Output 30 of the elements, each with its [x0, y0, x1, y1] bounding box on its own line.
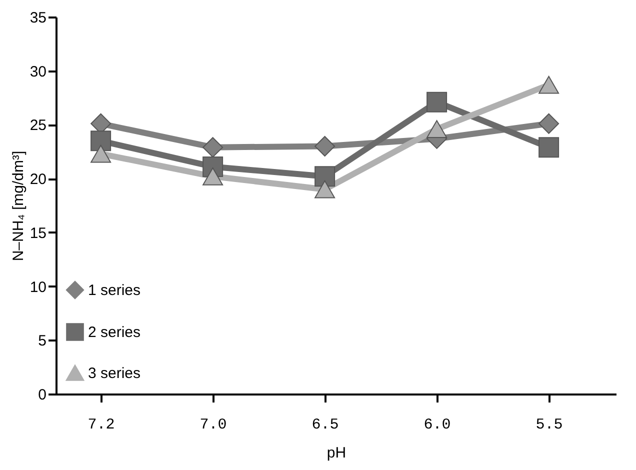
- point: [314, 166, 336, 187]
- y-tick-label: 25: [30, 117, 46, 134]
- x-tick-label: 5.5: [536, 416, 563, 434]
- x-axis-title: pH: [326, 444, 346, 462]
- legend-label: 2 series: [88, 324, 141, 341]
- y-tick-label: 10: [30, 278, 46, 296]
- y-tick-label: 5: [38, 332, 46, 350]
- y-tick-label: 35: [30, 10, 46, 26]
- point: [90, 130, 112, 152]
- point: [90, 144, 112, 163]
- point: [314, 136, 336, 157]
- x-tick-label: 6.5: [312, 416, 339, 434]
- y-tick-label: 0: [38, 386, 46, 404]
- x-tick-label: 6.0: [424, 416, 451, 434]
- y-tick-label: 15: [30, 224, 46, 242]
- legend-label: 1 series: [88, 282, 141, 299]
- point: [538, 113, 560, 134]
- y-tick-label: 30: [30, 63, 46, 80]
- point: [202, 167, 224, 186]
- point: [426, 92, 448, 112]
- x-tick-label: 7.0: [200, 416, 227, 434]
- point: [538, 76, 560, 94]
- point: [314, 180, 336, 198]
- point: [426, 120, 448, 138]
- point: [538, 137, 560, 158]
- y-tick-label: 20: [30, 171, 46, 188]
- y-axis-title: N–NH₄ [mg/dm³]: [10, 150, 27, 262]
- point: [202, 137, 224, 158]
- legend-label: 3 series: [88, 365, 141, 382]
- x-tick-label: 7.2: [88, 416, 115, 434]
